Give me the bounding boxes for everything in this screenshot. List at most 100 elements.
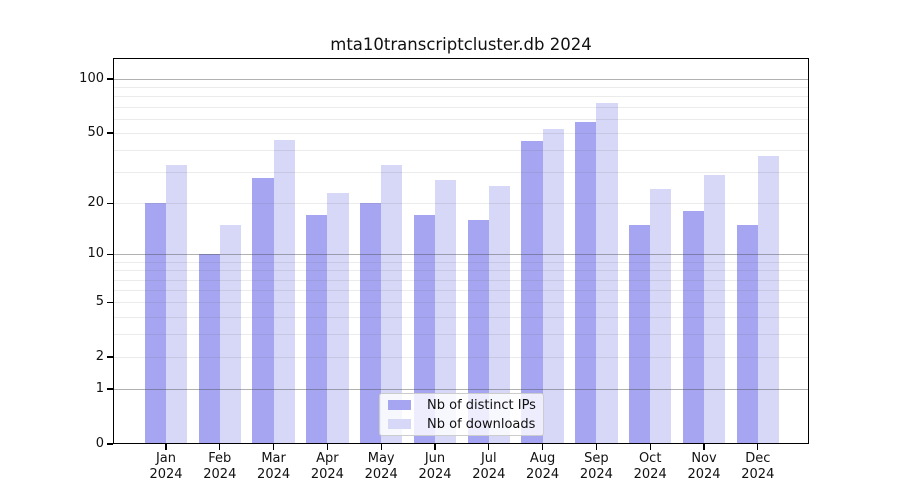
bar-dec-downloads [757,156,780,444]
x-tick-mark-jul [488,444,490,450]
x-tick-mark-apr [326,444,329,450]
gridline-y-3 [113,334,809,336]
bar-jan-downloads [166,165,188,444]
x-tick-mark-jan [165,444,167,450]
x-tick-year: 2024 [149,467,183,482]
bar-jul-downloads [488,186,511,444]
bar-nov-distinct-ips [682,211,704,444]
bar-oct-downloads [650,189,672,444]
gridline-y-80 [113,96,809,98]
bar-jun-downloads [435,180,457,444]
bar-feb-downloads [219,224,242,444]
legend-swatch-distinct-ips [388,400,411,410]
x-tick-year: 2024 [633,467,667,482]
y-tick-mark-100 [106,78,113,80]
bar-aug-distinct-ips [521,141,543,444]
bar-jul-distinct-ips [467,219,489,444]
y-tick-label-0: 0 [95,436,104,451]
bar-mar-downloads [273,139,295,444]
gridline-y-50 [113,133,809,135]
legend-item-downloads: Nb of downloads [388,417,535,432]
x-tick-year: 2024 [741,467,775,482]
y-tick-label-1: 1 [95,381,104,397]
gridline-y-90 [113,87,809,89]
gridline-y-60 [113,118,809,120]
y-tick-mark-20 [106,202,113,204]
x-tick-label-nov: Nov 2024 [674,451,734,483]
bar-apr-distinct-ips [306,215,328,444]
x-tick-label-oct: Oct 2024 [620,451,680,483]
y-tick-mark-5 [106,301,113,303]
x-tick-mark-nov [703,444,705,450]
x-tick-mark-oct [649,444,651,450]
gridline-y-40 [113,150,809,152]
bar-nov-downloads [704,175,726,444]
gridline-y-2 [113,357,809,359]
x-tick-year: 2024 [579,467,613,482]
bar-aug-downloads [542,128,564,444]
bar-mar-distinct-ips [252,177,274,444]
gridline-y-5 [113,302,809,304]
gridline-y-20 [113,203,809,205]
gridline-y-70 [113,106,809,108]
gridline-y-10 [113,254,809,256]
y-tick-mark-1 [106,388,113,390]
x-tick-label-may: May 2024 [351,451,411,483]
bar-sep-downloads [596,102,618,444]
x-tick-year: 2024 [203,467,237,482]
x-tick-year: 2024 [687,467,721,482]
y-tick-mark-10 [106,253,113,256]
x-tick-mark-mar [272,444,275,450]
x-tick-mark-aug [541,444,544,450]
legend-label-distinct-ips: Nb of distinct IPs [427,397,536,413]
x-tick-mark-jun [434,444,436,450]
bar-may-downloads [381,165,403,444]
y-tick-label-5: 5 [95,294,104,310]
bar-sep-distinct-ips [575,121,597,444]
x-tick-mark-dec [757,444,759,450]
x-tick-year: 2024 [310,467,344,482]
x-tick-label-aug: Aug 2024 [513,451,573,483]
bar-jun-distinct-ips [413,215,435,444]
bar-jan-distinct-ips [144,203,166,444]
legend-swatch-downloads [388,419,411,429]
bar-oct-distinct-ips [628,224,651,444]
gridline-y-7 [113,279,809,281]
x-tick-year: 2024 [364,467,398,482]
x-tick-label-jun: Jun 2024 [405,451,465,483]
gridlines-layer [113,58,809,444]
y-tick-mark-2 [106,356,113,358]
x-tick-label-jul: Jul 2024 [459,451,519,483]
y-tick-label-50: 50 [87,125,104,141]
x-tick-year: 2024 [418,467,452,482]
gridline-y-100 [113,79,809,80]
x-tick-label-feb: Feb 2024 [190,451,250,483]
x-tick-label-apr: Apr 2024 [297,451,357,483]
gridline-y-30 [113,172,809,174]
bar-may-distinct-ips [359,203,382,444]
legend-item-distinct-ips: Nb of distinct IPs [388,397,536,413]
x-tick-label-dec: Dec 2024 [728,451,788,483]
x-tick-year: 2024 [257,467,291,482]
gridline-y-4 [113,316,809,318]
legend-label-downloads: Nb of downloads [427,416,536,432]
x-tick-mark-may [380,444,382,450]
y-tick-label-2: 2 [95,349,104,365]
x-tick-mark-sep [595,444,598,450]
legend: Nb of distinct IPs Nb of downloads [379,393,544,436]
y-tick-label-10: 10 [87,246,104,262]
x-tick-label-sep: Sep 2024 [566,451,626,483]
y-tick-mark-0 [106,443,113,445]
bar-dec-distinct-ips [736,224,758,444]
plot-area [113,58,809,444]
y-tick-label-100: 100 [79,71,104,86]
bars-layer [113,58,809,444]
bar-apr-downloads [327,192,349,444]
x-tick-year: 2024 [526,467,560,482]
gridline-y-8 [113,270,809,272]
x-tick-year: 2024 [472,467,506,482]
gridline-y-6 [113,290,809,292]
x-tick-label-mar: Mar 2024 [244,451,304,483]
chart-title: mta10transcriptcluster.db 2024 [330,35,592,54]
